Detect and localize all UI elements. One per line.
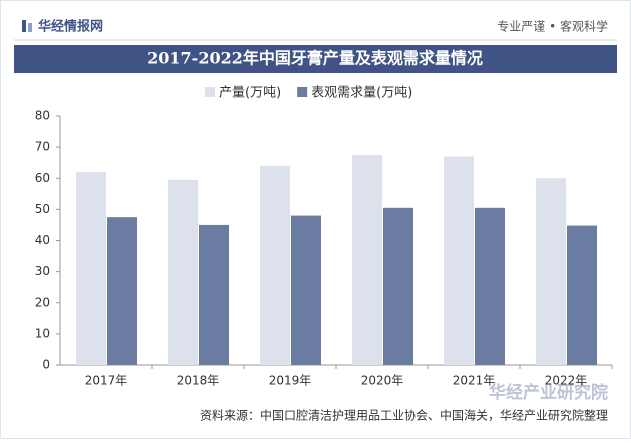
slogan: 专业严谨 • 客观科学 bbox=[497, 19, 608, 34]
bar bbox=[536, 178, 566, 365]
x-tick-label: 2022年 bbox=[545, 374, 588, 388]
watermark: 华经产业研究院 bbox=[489, 382, 608, 403]
logo: 华经情报网 bbox=[38, 19, 103, 35]
logo-icon bbox=[22, 20, 26, 32]
y-tick-label: 60 bbox=[35, 171, 50, 185]
y-tick-label: 50 bbox=[35, 202, 50, 216]
x-tick-label: 2018年 bbox=[177, 374, 220, 388]
logo-icon bbox=[28, 23, 32, 32]
bar bbox=[76, 172, 106, 365]
title-bar bbox=[14, 45, 617, 73]
legend-label: 表观需求量(万吨) bbox=[311, 86, 412, 101]
y-tick-label: 30 bbox=[35, 264, 50, 278]
x-tick-label: 2017年 bbox=[85, 374, 128, 388]
bar bbox=[291, 215, 321, 365]
y-tick-label: 10 bbox=[35, 326, 50, 340]
legend-label: 产量(万吨) bbox=[219, 86, 281, 101]
bar bbox=[199, 224, 229, 365]
bar bbox=[444, 156, 474, 365]
legend-swatch bbox=[297, 87, 308, 97]
y-tick-label: 80 bbox=[35, 109, 50, 123]
y-tick-label: 0 bbox=[42, 358, 50, 372]
y-tick-label: 70 bbox=[35, 140, 50, 154]
x-tick-label: 2020年 bbox=[361, 374, 404, 388]
x-tick-label: 2021年 bbox=[453, 374, 496, 388]
bar bbox=[383, 207, 413, 365]
bar bbox=[260, 165, 290, 365]
source: 资料来源：中国口腔清洁护理用品工业协会、中国海关，华经产业研究院整理 bbox=[200, 408, 608, 423]
bar bbox=[168, 179, 198, 365]
chart-title: 2017-2022年中国牙膏产量及表观需求量情况 bbox=[147, 49, 483, 68]
bar bbox=[475, 207, 505, 365]
bar bbox=[107, 217, 137, 365]
legend-swatch bbox=[205, 87, 215, 97]
bar bbox=[567, 225, 597, 365]
y-tick-label: 40 bbox=[35, 233, 50, 247]
bar bbox=[352, 154, 382, 365]
x-tick-label: 2019年 bbox=[269, 374, 312, 388]
y-tick-label: 20 bbox=[35, 295, 50, 309]
